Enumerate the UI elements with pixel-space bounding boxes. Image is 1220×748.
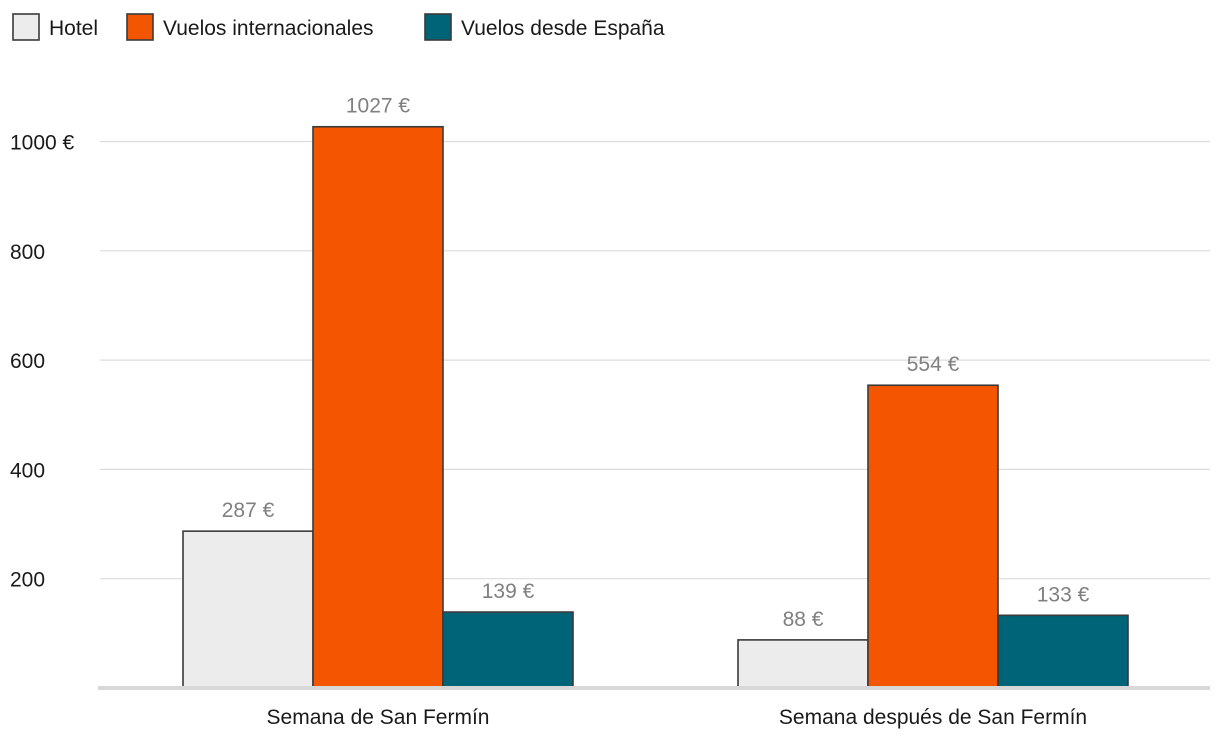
legend: Hotel Vuelos internacionales Vuelos desde … — [12, 13, 665, 41]
value-label-hotel-semana-despues-de-san-fermin: 88 € — [783, 608, 824, 631]
x-axis-categories: Semana de San Fermín Semana después de Sa… — [267, 706, 1088, 729]
y-tick-label-200: 200 — [10, 569, 45, 592]
value-label-vuelos-desde-espana-semana-de-san-fermin: 139 € — [482, 580, 535, 603]
value-label-vuelos-desde-espana-semana-despues-de-san-fermin: 133 € — [1037, 583, 1090, 606]
bar-vuelos-desde-espana-semana-de-san-fermin — [442, 611, 574, 689]
y-axis-ticks: 200 400 600 800 1000 € — [10, 132, 75, 592]
category-label-semana-despues-de-san-fermin: Semana después de San Fermín — [779, 706, 1087, 729]
bar-hotel-semana-de-san-fermin — [182, 530, 314, 689]
legend-item-vuelos-internacionales: Vuelos internacionales — [126, 13, 374, 41]
bar-hotel-semana-despues-de-san-fermin — [737, 639, 869, 689]
gridlines — [100, 140, 1210, 580]
legend-swatch-vuelos-internacionales — [126, 13, 154, 41]
legend-item-hotel: Hotel — [12, 13, 98, 41]
value-labels: 287 € 1027 € 139 € 88 € 554 € 133 € — [222, 95, 1090, 631]
value-label-vuelos-internacionales-semana-despues-de-san-fermin: 554 € — [907, 353, 960, 376]
legend-label-vuelos-internacionales: Vuelos internacionales — [163, 17, 374, 40]
bar-vuelos-desde-espana-semana-despues-de-san-fermin — [997, 614, 1129, 689]
value-label-vuelos-internacionales-semana-de-san-fermin: 1027 € — [346, 95, 411, 118]
y-tick-label-600: 600 — [10, 350, 45, 373]
legend-swatch-hotel — [12, 13, 40, 41]
y-tick-label-1000: 1000 € — [10, 132, 75, 155]
legend-label-hotel: Hotel — [49, 17, 98, 40]
legend-label-vuelos-desde-espana: Vuelos desde España — [461, 17, 665, 40]
bars — [182, 125, 1129, 689]
bar-vuelos-internacionales-semana-de-san-fermin — [312, 125, 444, 689]
bar-vuelos-internacionales-semana-despues-de-san-fermin — [867, 384, 999, 689]
y-tick-label-800: 800 — [10, 241, 45, 264]
value-label-hotel-semana-de-san-fermin: 287 € — [222, 499, 275, 522]
category-label-semana-de-san-fermin: Semana de San Fermín — [267, 706, 490, 729]
y-tick-label-400: 400 — [10, 459, 45, 482]
legend-item-vuelos-desde-espana: Vuelos desde España — [424, 13, 665, 41]
legend-swatch-vuelos-desde-espana — [424, 13, 452, 41]
